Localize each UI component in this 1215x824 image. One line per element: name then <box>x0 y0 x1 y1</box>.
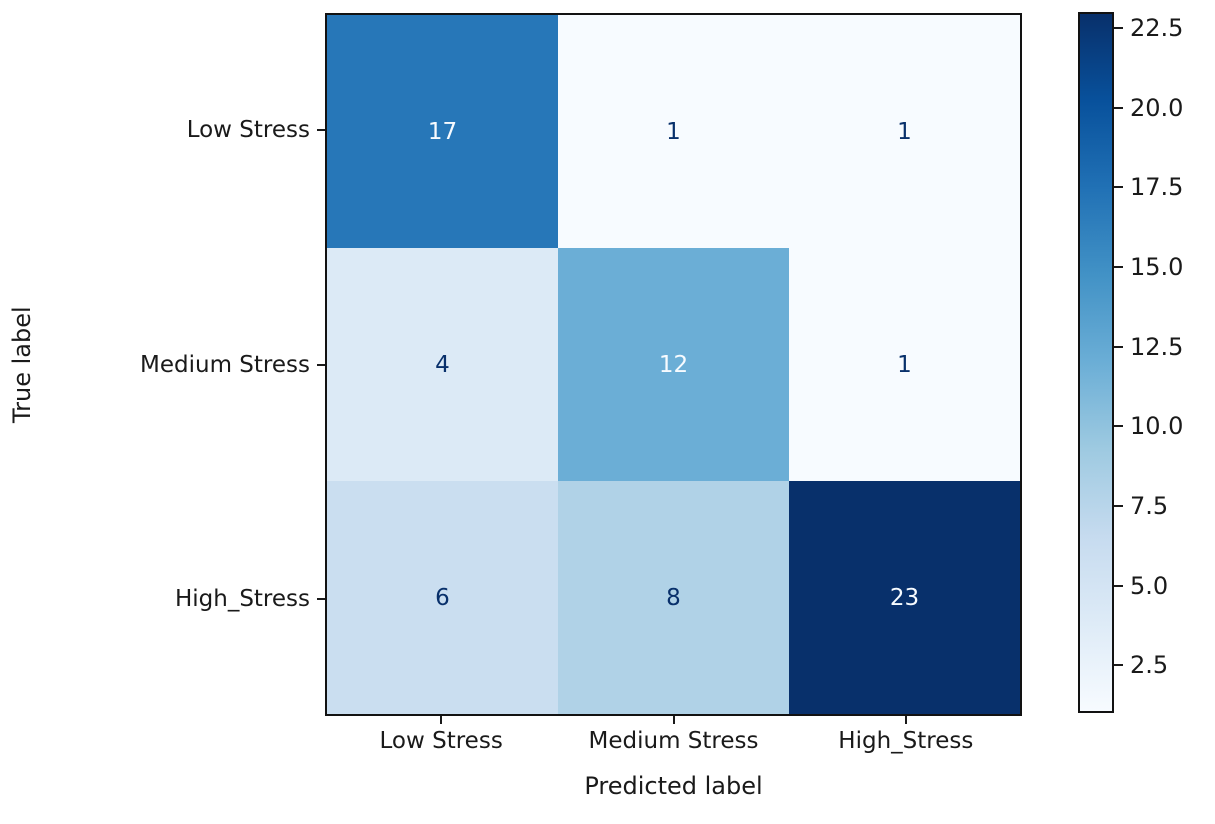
x-tick-label: High_Stress <box>838 728 974 754</box>
colorbar-tick-label: 10.0 <box>1130 412 1184 441</box>
heatmap-plot: 17 1 1 4 12 1 6 8 23 <box>325 13 1022 716</box>
colorbar-tick-label: 15.0 <box>1130 252 1184 281</box>
heatmap-cell-r2c1: 8 <box>558 481 789 714</box>
colorbar-tick-label: 5.0 <box>1130 571 1169 600</box>
colorbar-tick-mark <box>1114 345 1123 348</box>
y-tick-mark <box>317 597 325 600</box>
y-tick-label: Low Stress <box>186 117 310 144</box>
y-tick-label: Medium Stress <box>140 351 310 378</box>
colorbar-tick-mark <box>1114 425 1123 428</box>
x-tick-label: Low Stress <box>379 728 503 754</box>
colorbar-tick-label: 22.5 <box>1130 13 1184 42</box>
x-axis-ticks: Low Stress Medium Stress High_Stress <box>325 716 1022 776</box>
y-tick-mark <box>317 363 325 366</box>
heatmap-cell-r0c1: 1 <box>558 15 789 248</box>
colorbar-tick-label: 7.5 <box>1130 491 1169 520</box>
colorbar-tick-mark <box>1114 106 1123 109</box>
colorbar-tick-label: 2.5 <box>1130 651 1169 680</box>
x-tick-mark <box>904 716 907 724</box>
colorbar-tick-mark <box>1114 26 1123 29</box>
y-axis-ticks: Low Stress Medium Stress High_Stress <box>0 13 325 716</box>
colorbar-ticks: 22.5 20.0 17.5 15.0 12.5 10.0 7.5 5.0 2.5 <box>1114 12 1215 713</box>
heatmap-cell-r0c2: 1 <box>789 15 1020 248</box>
heatmap-cell-r1c2: 1 <box>789 248 1020 481</box>
heatmap-cell-r2c2: 23 <box>789 481 1020 714</box>
heatmap-cell-r1c0: 4 <box>327 248 558 481</box>
x-tick-mark <box>440 716 443 724</box>
colorbar-tick-label: 12.5 <box>1130 332 1184 361</box>
colorbar-tick-mark <box>1114 186 1123 189</box>
colorbar-tick-mark <box>1114 584 1123 587</box>
x-axis-title: Predicted label <box>584 772 763 800</box>
heatmap-cell-r1c1: 12 <box>558 248 789 481</box>
colorbar-tick-label: 17.5 <box>1130 173 1184 202</box>
x-tick-mark <box>672 716 675 724</box>
y-tick-mark <box>317 129 325 132</box>
colorbar-tick-label: 20.0 <box>1130 93 1184 122</box>
y-tick-label: High_Stress <box>174 585 310 612</box>
x-tick-label: Medium Stress <box>588 728 759 754</box>
colorbar-tick-mark <box>1114 664 1123 667</box>
heatmap-cell-r0c0: 17 <box>327 15 558 248</box>
heatmap-cell-r2c0: 6 <box>327 481 558 714</box>
colorbar-gradient <box>1078 12 1114 713</box>
colorbar-tick-mark <box>1114 265 1123 268</box>
colorbar-tick-mark <box>1114 504 1123 507</box>
